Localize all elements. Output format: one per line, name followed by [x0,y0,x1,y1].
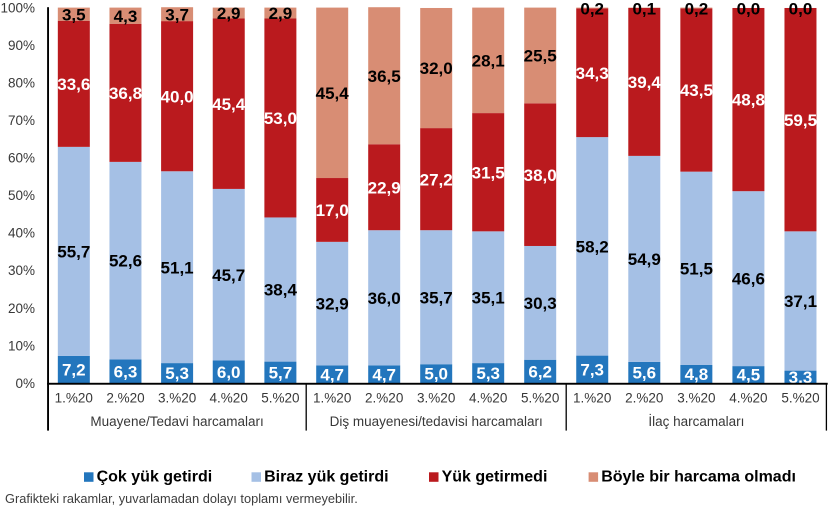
svg-text:70%: 70% [8,113,35,128]
svg-text:45,4: 45,4 [316,84,350,103]
svg-text:4.%20: 4.%20 [469,391,507,406]
svg-text:46,6: 46,6 [732,270,765,289]
svg-text:55,7: 55,7 [57,243,90,262]
svg-text:35,7: 35,7 [420,288,453,307]
svg-text:50%: 50% [8,188,35,203]
svg-text:Yük getirmedi: Yük getirmedi [442,468,548,485]
svg-text:4,3: 4,3 [114,7,138,26]
svg-text:43,5: 43,5 [680,81,713,100]
svg-text:4.%20: 4.%20 [729,391,767,406]
svg-text:1.%20: 1.%20 [573,391,611,406]
svg-text:45,4: 45,4 [212,95,246,114]
svg-text:0%: 0% [15,376,35,391]
svg-text:34,3: 34,3 [576,64,609,83]
svg-text:37,1: 37,1 [784,292,817,311]
svg-text:2.%20: 2.%20 [365,391,403,406]
svg-text:36,8: 36,8 [109,84,142,103]
svg-text:33,6: 33,6 [57,75,90,94]
svg-text:60%: 60% [8,151,35,166]
svg-text:3,5: 3,5 [62,5,86,24]
svg-text:7,2: 7,2 [62,361,86,380]
svg-text:4,5: 4,5 [737,366,761,385]
svg-text:51,5: 51,5 [680,259,713,278]
svg-text:5.%20: 5.%20 [781,391,819,406]
svg-text:54,9: 54,9 [628,250,661,269]
svg-text:40,0: 40,0 [161,87,194,106]
svg-text:32,0: 32,0 [420,59,453,78]
svg-text:36,0: 36,0 [368,289,401,308]
svg-text:6,2: 6,2 [528,363,552,382]
svg-text:36,5: 36,5 [368,67,401,86]
svg-text:5.%20: 5.%20 [261,391,299,406]
svg-text:30,3: 30,3 [524,294,557,313]
svg-text:2,9: 2,9 [269,4,293,23]
svg-text:3.%20: 3.%20 [158,391,196,406]
svg-text:38,0: 38,0 [524,166,557,185]
svg-text:59,5: 59,5 [784,111,817,130]
svg-text:5.%20: 5.%20 [521,391,559,406]
svg-text:2,9: 2,9 [217,4,241,23]
svg-text:Grafikteki rakamlar, yuvarlama: Grafikteki rakamlar, yuvarlamadan dolayı… [5,491,358,506]
svg-text:90%: 90% [8,38,35,53]
svg-text:10%: 10% [8,338,35,353]
svg-text:5,7: 5,7 [269,363,293,382]
svg-text:31,5: 31,5 [472,163,505,182]
svg-text:0,0: 0,0 [789,0,813,19]
svg-text:2.%20: 2.%20 [625,391,663,406]
svg-text:20%: 20% [8,301,35,316]
svg-text:6,3: 6,3 [114,362,138,381]
svg-text:Böyle bir harcama olmadı: Böyle bir harcama olmadı [601,468,796,485]
svg-text:7,3: 7,3 [580,360,604,379]
svg-text:3,3: 3,3 [789,368,813,387]
svg-text:0,1: 0,1 [632,0,656,19]
svg-text:6,0: 6,0 [217,363,241,382]
svg-text:Diş muayenesi/tedavisi harcama: Diş muayenesi/tedavisi harcamaları [330,414,543,429]
svg-text:4,7: 4,7 [372,365,396,384]
svg-text:25,5: 25,5 [524,47,557,66]
svg-text:58,2: 58,2 [576,238,609,257]
svg-text:32,9: 32,9 [316,295,349,314]
svg-text:5,3: 5,3 [165,364,189,383]
svg-text:1.%20: 1.%20 [313,391,351,406]
svg-text:4,7: 4,7 [320,365,344,384]
svg-text:27,2: 27,2 [420,170,453,189]
svg-text:48,8: 48,8 [732,91,765,110]
svg-text:80%: 80% [8,76,35,91]
svg-text:3,7: 3,7 [165,5,189,24]
svg-text:45,7: 45,7 [212,266,245,285]
svg-text:0,0: 0,0 [737,0,761,19]
svg-text:0,2: 0,2 [580,0,604,19]
svg-text:Biraz yük getirdi: Biraz yük getirdi [264,468,388,485]
svg-text:40%: 40% [8,226,35,241]
svg-text:Çok yük getirdi: Çok yük getirdi [97,468,213,485]
svg-text:53,0: 53,0 [264,109,297,128]
svg-text:2.%20: 2.%20 [106,391,144,406]
svg-text:30%: 30% [8,263,35,278]
svg-text:4.%20: 4.%20 [210,391,248,406]
svg-text:4,8: 4,8 [685,365,709,384]
svg-text:28,1: 28,1 [472,51,505,70]
svg-text:3.%20: 3.%20 [417,391,455,406]
svg-text:51,1: 51,1 [161,258,194,277]
svg-text:5,6: 5,6 [632,364,656,383]
svg-text:Muayene/Tedavi harcamaları: Muayene/Tedavi harcamaları [90,414,263,429]
svg-text:35,1: 35,1 [472,288,505,307]
svg-text:5,0: 5,0 [424,365,448,384]
svg-text:17,0: 17,0 [316,201,349,220]
svg-text:39,4: 39,4 [628,73,662,92]
svg-text:İlaç harcamaları: İlaç harcamaları [648,414,744,429]
svg-text:100%: 100% [0,1,35,16]
svg-text:38,4: 38,4 [264,281,298,300]
svg-text:22,9: 22,9 [368,178,401,197]
svg-text:3.%20: 3.%20 [677,391,715,406]
svg-text:0,2: 0,2 [685,0,709,19]
svg-text:52,6: 52,6 [109,252,142,271]
svg-text:1.%20: 1.%20 [55,391,93,406]
svg-text:5,3: 5,3 [476,364,500,383]
